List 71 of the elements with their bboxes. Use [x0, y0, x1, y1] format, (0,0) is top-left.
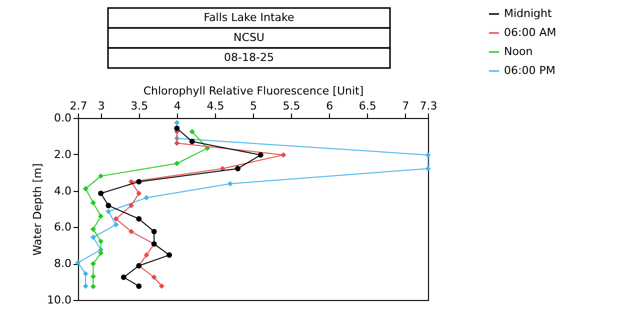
point	[189, 138, 195, 144]
y-tick-label: 2.0	[54, 148, 72, 161]
point	[90, 200, 96, 206]
point	[82, 271, 88, 277]
point	[128, 202, 134, 208]
point	[128, 228, 134, 234]
chart-title: Falls Lake Intake	[204, 11, 294, 24]
point	[136, 283, 142, 289]
point	[136, 216, 142, 222]
x-tick-label: 6.5	[358, 100, 376, 112]
x-tick-label: 4	[174, 100, 181, 112]
point	[113, 216, 119, 222]
point	[166, 252, 172, 258]
x-tick-label: 4.5	[206, 100, 224, 112]
y-tick-label: 8.0	[54, 257, 72, 270]
y-tick-label: 0.0	[54, 112, 72, 124]
y-tick-label: 10.0	[47, 294, 72, 306]
point	[113, 222, 119, 228]
x-tick-label: 2.7	[70, 100, 88, 112]
y-axis-title: Water Depth [m]	[31, 163, 44, 256]
point	[90, 274, 96, 280]
x-tick-label: 6	[326, 100, 334, 112]
point	[158, 283, 164, 289]
point	[98, 238, 104, 244]
x-tick-label: 7.3	[420, 100, 438, 112]
legend-label: 06:00 PM	[504, 64, 556, 77]
point	[280, 152, 286, 158]
point	[90, 226, 96, 232]
y-tick-label: 6.0	[54, 220, 72, 234]
x-tick-label: 5.5	[282, 100, 300, 112]
text: 08-18-25	[224, 51, 274, 64]
point	[425, 166, 431, 172]
point	[174, 120, 180, 126]
point	[82, 186, 88, 192]
x-axis-title: Chlorophyll Relative Fluorescence [Unit]	[143, 84, 364, 98]
point	[189, 128, 195, 134]
point	[106, 208, 112, 214]
legend-label: Midnight	[504, 7, 553, 20]
legend-label: 06:00 AM	[504, 26, 556, 39]
point	[151, 228, 157, 234]
x-tick-label: 3.5	[130, 100, 148, 112]
x-tick-label: 7	[402, 100, 410, 112]
point	[144, 252, 150, 258]
point	[174, 126, 180, 132]
point	[425, 152, 431, 158]
point	[258, 152, 264, 158]
point	[174, 160, 180, 166]
point	[98, 250, 104, 256]
point	[128, 178, 134, 184]
point	[90, 284, 96, 290]
point	[144, 194, 150, 200]
point	[98, 190, 104, 196]
point	[120, 274, 126, 280]
point	[75, 260, 81, 266]
point	[98, 214, 104, 220]
point	[136, 190, 142, 196]
point	[174, 140, 180, 146]
point	[136, 178, 142, 184]
y-tick-label: 4.0	[54, 184, 72, 198]
point	[82, 283, 88, 289]
point	[227, 180, 233, 186]
point	[106, 202, 112, 208]
chart-subtitle: NCSU	[234, 31, 264, 44]
point	[90, 234, 96, 240]
legend-label: Noon	[504, 45, 533, 58]
x-tick-label: 3	[98, 100, 105, 112]
point	[90, 261, 96, 267]
point	[151, 274, 157, 280]
point	[235, 166, 241, 172]
x-tick-label: 5	[250, 100, 257, 112]
point	[98, 173, 104, 179]
